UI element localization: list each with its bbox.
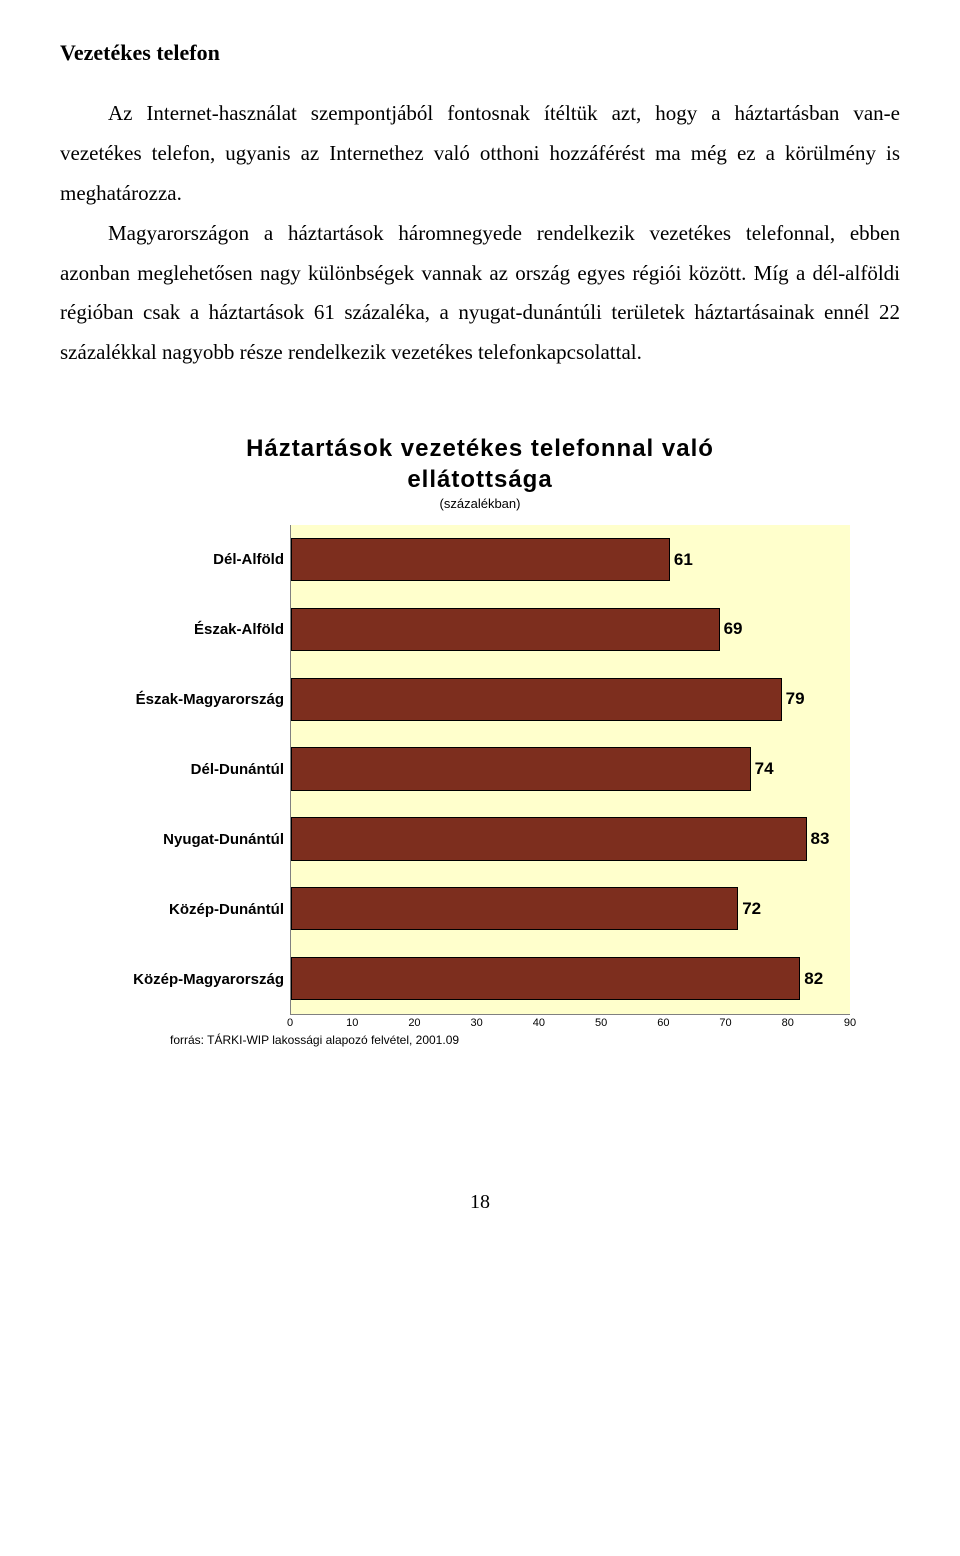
chart-bar (291, 817, 807, 860)
chart-title: Háztartások vezetékes telefonnal való el… (110, 433, 850, 495)
chart-x-tick: 20 (408, 1017, 420, 1029)
chart-bar (291, 678, 782, 721)
chart-x-tick: 90 (844, 1017, 856, 1029)
chart-bar (291, 608, 720, 651)
chart-category-label: Dél-Alföld (110, 525, 290, 595)
chart-x-tick: 30 (471, 1017, 483, 1029)
chart-x-tick: 40 (533, 1017, 545, 1029)
chart-category-label: Közép-Dunántúl (110, 875, 290, 945)
chart-bar-row: 72 (291, 874, 850, 944)
chart-category-label: Dél-Dunántúl (110, 735, 290, 805)
chart-bar-value: 79 (786, 689, 805, 709)
chart-bar-row: 69 (291, 594, 850, 664)
chart-bar-value: 72 (742, 899, 761, 919)
paragraph-part2: Magyarországon a háztartások háromnegyed… (60, 221, 900, 365)
chart-bar (291, 887, 738, 930)
chart-category-label: Nyugat-Dunántúl (110, 805, 290, 875)
chart-source: forrás: TÁRKI-WIP lakossági alapozó felv… (170, 1033, 459, 1047)
chart-bar-value: 82 (804, 969, 823, 989)
chart-x-tick: 0 (287, 1017, 293, 1029)
chart-x-tick: 60 (657, 1017, 669, 1029)
chart-body: Dél-AlföldÉszak-AlföldÉszak-Magyarország… (110, 525, 850, 1015)
chart-bar-row: 82 (291, 944, 850, 1014)
chart-x-tick: 70 (719, 1017, 731, 1029)
chart-title-line1: Háztartások vezetékes telefonnal való (246, 435, 714, 462)
chart-x-tick: 10 (346, 1017, 358, 1029)
chart-bar (291, 538, 670, 581)
chart-source-row: forrás: TÁRKI-WIP lakossági alapozó felv… (110, 1033, 850, 1051)
chart-category-label: Észak-Alföld (110, 595, 290, 665)
chart-bar-row: 61 (291, 525, 850, 595)
chart-bar-value: 83 (811, 829, 830, 849)
paragraph-part1: Az Internet-használat szempontjából font… (60, 101, 900, 205)
chart-bar (291, 957, 800, 1000)
chart-x-tick: 50 (595, 1017, 607, 1029)
chart-y-labels: Dél-AlföldÉszak-AlföldÉszak-Magyarország… (110, 525, 290, 1015)
chart-subtitle: (százalékban) (110, 496, 850, 511)
chart-bar-row: 74 (291, 734, 850, 804)
chart-bar-row: 83 (291, 804, 850, 874)
page-number: 18 (60, 1191, 900, 1214)
chart-x-tick: 80 (782, 1017, 794, 1029)
section-heading: Vezetékes telefon (60, 40, 900, 66)
chart-x-axis: 0102030405060708090 (290, 1015, 850, 1033)
chart-container: Háztartások vezetékes telefonnal való el… (110, 433, 850, 1050)
chart-title-line2: ellátottsága (407, 466, 552, 493)
body-paragraph: Az Internet-használat szempontjából font… (60, 94, 900, 373)
chart-bar-value: 74 (755, 759, 774, 779)
chart-category-label: Észak-Magyarország (110, 665, 290, 735)
chart-bar (291, 747, 751, 790)
chart-category-label: Közép-Magyarország (110, 945, 290, 1015)
chart-bar-rows: 61 69 79 74 83 72 82 (291, 525, 850, 1014)
chart-plot-area: 61 69 79 74 83 72 82 (290, 525, 850, 1015)
chart-bar-value: 61 (674, 550, 693, 570)
chart-bar-value: 69 (724, 619, 743, 639)
chart-bar-row: 79 (291, 664, 850, 734)
